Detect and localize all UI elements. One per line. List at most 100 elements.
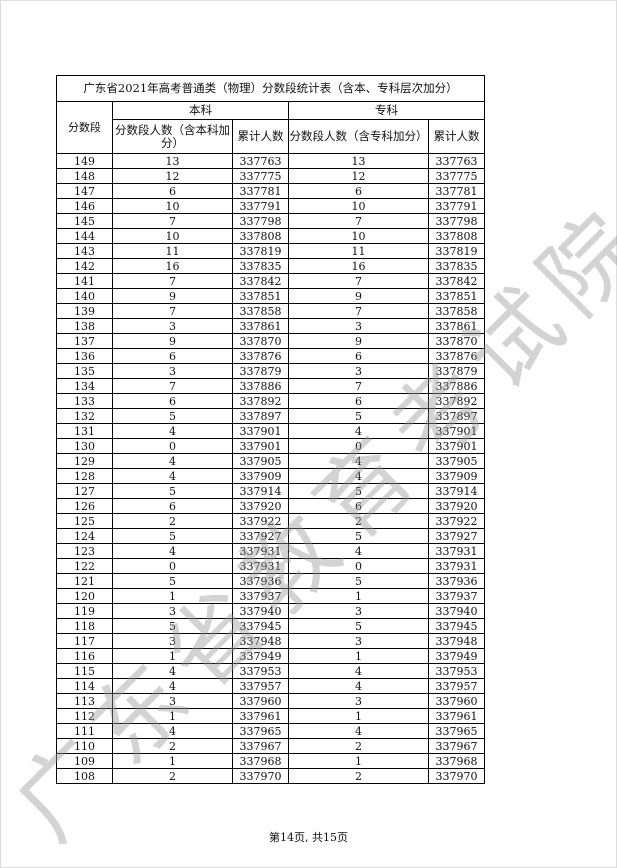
header-junior: 专科 (287, 101, 486, 120)
table-row: 146 10 337791 10 337791 (56, 198, 486, 214)
table-row: 147 6 337781 6 337781 (56, 183, 486, 199)
cell-undergrad-cum: 337876 (232, 348, 289, 364)
cell-junior-count: 3 (288, 318, 429, 334)
cell-undergrad-count: 5 (112, 483, 233, 499)
cell-score: 147 (56, 183, 113, 199)
cell-undergrad-count: 13 (112, 153, 233, 169)
cell-score: 109 (56, 753, 113, 769)
cell-score: 148 (56, 168, 113, 184)
cell-junior-count: 3 (288, 633, 429, 649)
cell-junior-cum: 337798 (427, 213, 486, 229)
cell-score: 135 (56, 363, 113, 379)
table-row: 140 9 337851 9 337851 (56, 288, 486, 304)
cell-score: 127 (56, 483, 113, 499)
cell-junior-count: 0 (288, 438, 429, 454)
cell-junior-cum: 337927 (427, 528, 486, 544)
table-row: 118 5 337945 5 337945 (56, 618, 486, 634)
cell-score: 130 (56, 438, 113, 454)
cell-undergrad-count: 9 (112, 333, 233, 349)
cell-undergrad-cum: 337937 (232, 588, 289, 604)
cell-undergrad-count: 5 (112, 528, 233, 544)
cell-junior-cum: 337879 (427, 363, 486, 379)
cell-junior-cum: 337909 (427, 468, 486, 484)
cell-undergrad-cum: 337819 (232, 243, 289, 259)
cell-junior-count: 6 (288, 498, 429, 514)
cell-junior-cum: 337920 (427, 498, 486, 514)
cell-junior-count: 13 (288, 153, 429, 169)
cell-junior-count: 6 (288, 183, 429, 199)
table-row: 149 13 337763 13 337763 (56, 153, 486, 169)
table-row: 128 4 337909 4 337909 (56, 468, 486, 484)
cell-undergrad-cum: 337960 (232, 693, 289, 709)
cell-junior-count: 4 (288, 468, 429, 484)
table-row: 115 4 337953 4 337953 (56, 663, 486, 679)
cell-junior-cum: 337905 (427, 453, 486, 469)
cell-score: 138 (56, 318, 113, 334)
header-junior-count: 分数段人数（含专科加分） (288, 119, 429, 154)
cell-junior-count: 2 (288, 738, 429, 754)
cell-junior-count: 9 (288, 288, 429, 304)
table-row: 132 5 337897 5 337897 (56, 408, 486, 424)
cell-undergrad-cum: 337892 (232, 393, 289, 409)
cell-score: 128 (56, 468, 113, 484)
cell-junior-count: 2 (288, 513, 429, 529)
cell-score: 122 (56, 558, 113, 574)
cell-undergrad-count: 3 (112, 318, 233, 334)
cell-undergrad-count: 4 (112, 723, 233, 739)
table-row: 133 6 337892 6 337892 (56, 393, 486, 409)
cell-undergrad-count: 4 (112, 468, 233, 484)
cell-score: 125 (56, 513, 113, 529)
cell-undergrad-count: 1 (112, 588, 233, 604)
table-row: 131 4 337901 4 337901 (56, 423, 486, 439)
table-row: 139 7 337858 7 337858 (56, 303, 486, 319)
cell-undergrad-count: 5 (112, 573, 233, 589)
cell-junior-count: 1 (288, 708, 429, 724)
cell-undergrad-cum: 337949 (232, 648, 289, 664)
cell-junior-count: 12 (288, 168, 429, 184)
cell-junior-count: 7 (288, 378, 429, 394)
cell-score: 145 (56, 213, 113, 229)
cell-score: 123 (56, 543, 113, 559)
table-body: 149 13 337763 13 337763 148 12 337775 12 337775 14… (56, 153, 486, 784)
cell-score: 108 (56, 768, 113, 784)
cell-undergrad-cum: 337931 (232, 543, 289, 559)
cell-undergrad-cum: 337948 (232, 633, 289, 649)
cell-junior-count: 11 (288, 243, 429, 259)
cell-undergrad-cum: 337909 (232, 468, 289, 484)
cell-junior-cum: 337965 (427, 723, 486, 739)
table-row: 117 3 337948 3 337948 (56, 633, 486, 649)
cell-undergrad-cum: 337791 (232, 198, 289, 214)
table-row: 145 7 337798 7 337798 (56, 213, 486, 229)
cell-undergrad-cum: 337953 (232, 663, 289, 679)
cell-undergrad-count: 7 (112, 378, 233, 394)
cell-score: 144 (56, 228, 113, 244)
cell-junior-cum: 337968 (427, 753, 486, 769)
cell-undergrad-cum: 337775 (232, 168, 289, 184)
cell-undergrad-cum: 337965 (232, 723, 289, 739)
cell-undergrad-cum: 337781 (232, 183, 289, 199)
cell-junior-cum: 337861 (427, 318, 486, 334)
cell-junior-count: 3 (288, 603, 429, 619)
table-row: 144 10 337808 10 337808 (56, 228, 486, 244)
cell-undergrad-cum: 337967 (232, 738, 289, 754)
cell-score: 111 (56, 723, 113, 739)
table-row: 127 5 337914 5 337914 (56, 483, 486, 499)
cell-score: 132 (56, 408, 113, 424)
cell-undergrad-count: 5 (112, 408, 233, 424)
cell-junior-cum: 337970 (427, 768, 486, 784)
cell-score: 149 (56, 153, 113, 169)
cell-junior-count: 4 (288, 543, 429, 559)
cell-undergrad-count: 11 (112, 243, 233, 259)
cell-junior-cum: 337953 (427, 663, 486, 679)
cell-undergrad-count: 16 (112, 258, 233, 274)
cell-undergrad-cum: 337936 (232, 573, 289, 589)
cell-junior-count: 3 (288, 693, 429, 709)
cell-junior-cum: 337858 (427, 303, 486, 319)
cell-undergrad-count: 4 (112, 543, 233, 559)
table-row: 109 1 337968 1 337968 (56, 753, 486, 769)
cell-undergrad-count: 6 (112, 183, 233, 199)
cell-score: 120 (56, 588, 113, 604)
cell-undergrad-count: 4 (112, 453, 233, 469)
header-undergrad-cum: 累计人数 (232, 119, 289, 154)
table-row: 126 6 337920 6 337920 (56, 498, 486, 514)
